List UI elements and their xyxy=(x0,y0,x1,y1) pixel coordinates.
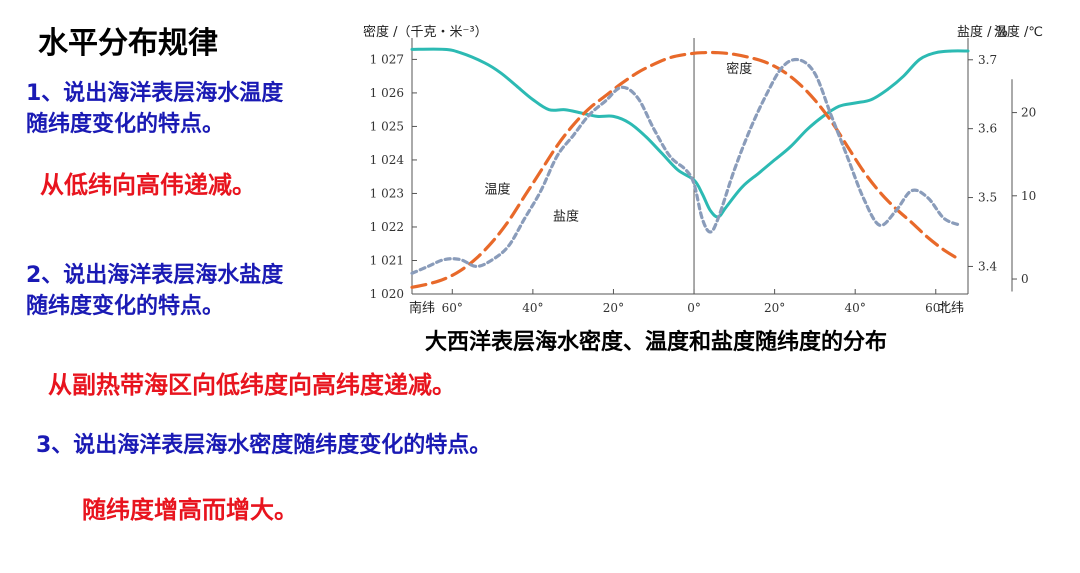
left-axis-title: 密度 /（千克・米⁻³） xyxy=(363,24,488,40)
x-tick-label: 0° xyxy=(687,301,701,315)
left-tick-label: 1 026 xyxy=(370,86,404,100)
question-2-line-1: 2、说出海洋表层海水盐度 xyxy=(26,263,284,288)
temperature-tick-label: 20 xyxy=(1021,106,1036,120)
atlantic-profile-chart: 密度 /（千克・米⁻³） 盐度 / %温度 /℃ 1 020 1 021 1 022 1 … xyxy=(363,24,1043,316)
temperature-series-line xyxy=(410,50,962,289)
temperature-tick-label: 10 xyxy=(1021,189,1036,203)
temperature-tick-label: 0 xyxy=(1021,272,1029,286)
question-1-line-2: 随纬度变化的特点。 xyxy=(26,112,225,137)
temperature-axis-title: 温度 /℃ xyxy=(994,24,1043,40)
salinity-tick-label: 3.5 xyxy=(978,191,997,205)
x-tick-label: 北纬 xyxy=(938,301,964,316)
question-1: 1、说出海洋表层海水温度 随纬度变化的特点。 xyxy=(26,78,283,140)
answer-1: 从低纬向高伟递减。 xyxy=(40,171,256,199)
answer-2: 从副热带海区向低纬度向高纬度递减。 xyxy=(48,371,456,399)
series-annotation: 密度 xyxy=(726,61,752,77)
x-tick-label: 40° xyxy=(522,301,543,315)
salinity-tick-label: 3.7 xyxy=(978,53,997,67)
slide-title: 水平分布规律 xyxy=(38,26,218,61)
x-tick-label: 20° xyxy=(603,301,624,315)
x-tick-label: 60° xyxy=(442,301,463,315)
chart-caption: 大西洋表层海水密度、温度和盐度随纬度的分布 xyxy=(425,330,888,355)
salinity-tick-label: 3.6 xyxy=(978,122,997,136)
x-tick-label: 40° xyxy=(845,301,866,315)
density-series-line xyxy=(410,47,970,219)
question-2: 2、说出海洋表层海水盐度 随纬度变化的特点。 xyxy=(26,260,283,322)
left-tick-label: 1 020 xyxy=(370,287,404,301)
series-annotation: 盐度 xyxy=(553,208,579,224)
x-tick-label: 60° xyxy=(925,301,946,315)
question-1-line-1: 1、说出海洋表层海水温度 xyxy=(26,81,284,106)
salinity-series-line xyxy=(410,57,962,275)
left-tick-label: 1 023 xyxy=(370,186,404,200)
salinity-tick-label: 3.4 xyxy=(978,259,997,273)
question-3: 3、说出海洋表层海水密度随纬度变化的特点。 xyxy=(36,433,492,458)
x-tick-label: 20° xyxy=(764,301,785,315)
answer-3: 随纬度增高而增大。 xyxy=(82,496,298,524)
x-tick-label: 南纬 xyxy=(409,300,435,316)
salinity-axis-title: 盐度 / % xyxy=(957,24,1008,40)
left-tick-label: 1 027 xyxy=(370,52,404,66)
left-tick-label: 1 022 xyxy=(370,220,404,234)
left-tick-label: 1 021 xyxy=(370,253,404,267)
left-tick-label: 1 024 xyxy=(370,153,405,167)
left-tick-label: 1 025 xyxy=(370,119,404,133)
question-2-line-2: 随纬度变化的特点。 xyxy=(26,294,225,319)
series-annotation: 温度 xyxy=(485,181,511,197)
